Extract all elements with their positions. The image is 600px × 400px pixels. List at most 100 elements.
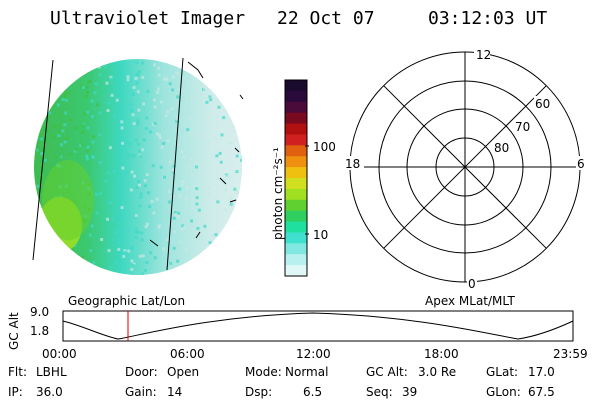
aurora-pixel [35,136,39,140]
aurora-pixel [197,93,201,97]
aurora-pixel [44,138,48,142]
aurora-pixel [137,108,141,112]
aurora-pixel [192,133,196,137]
aurora-pixel [138,183,141,187]
aurora-pixel [206,141,210,145]
aurora-pixel [201,176,205,180]
aurora-pixel [156,87,160,91]
aurora-pixel [180,150,184,154]
aurora-pixel [52,104,56,108]
aurora-pixel [93,91,97,95]
aurora-pixel [63,123,67,127]
aurora-pixel [157,225,161,229]
aurora-pixel [175,71,179,75]
status-ip-value: 36.0 [36,385,63,399]
aurora-pixel [197,269,200,272]
aurora-pixel [135,61,139,64]
aurora-pixel [243,66,246,69]
aurora-pixel [121,141,124,145]
aurora-pixel [180,227,184,231]
aurora-pixel [107,171,111,175]
status-gain-label: Gain: [125,385,157,399]
colorbar-segment [285,90,307,103]
colorbar-segment [285,145,307,157]
aurora-pixel [224,101,228,105]
polar-plot: 12 18 6 0 60 70 80 [344,48,588,291]
aurora-pixel [126,75,130,79]
aurora-pixel [174,266,178,270]
aurora-pixel [173,211,177,215]
aurora-pixel [208,241,212,245]
status-door-label: Door: [125,365,158,379]
aurora-pixel [38,271,42,275]
aurora-pixel [218,151,222,155]
aurora-pixel [191,200,195,204]
terminator-line-left [32,59,54,261]
colorbar-segment [285,265,307,277]
aurora-pixel [240,158,242,162]
aurora-pixel [143,179,147,183]
aurora-pixel [126,171,130,175]
aurora-pixel [135,81,139,85]
clock-label-12: 12 [476,48,491,62]
aurora-pixel [121,216,125,220]
colorbar-segment [285,112,307,125]
aurora-pixel [126,78,130,82]
aurora-pixel [144,127,148,130]
aurora-pixel [234,129,238,133]
aurora-pixel [122,254,126,258]
aurora-pixel [136,230,140,234]
timeline-y-tick-min: 1.8 [30,324,50,338]
aurora-pixel [81,130,85,134]
aurora-pixel [146,90,150,94]
aurora-pixel [117,117,121,121]
aurora-pixel [130,246,134,249]
aurora-pixel [123,264,127,268]
aurora-pixel [87,80,91,84]
aurora-pixel [37,228,41,232]
aurora-pixel [180,183,184,187]
aurora-pixel [190,172,194,176]
aurora-pixel [117,240,121,244]
aurora-pixel [72,71,76,75]
aurora-pixel [236,231,240,235]
aurora-pixel [219,160,223,164]
aurora-pixel [153,105,157,109]
aurora-pixel [172,246,176,250]
aurora-pixel [52,135,56,139]
aurora-pixel [224,232,228,235]
aurora-pixel [241,196,242,200]
aurora-pixel [146,191,150,195]
coastline-fragments [149,61,244,247]
timeline-x-tick-1800: 18:00 [424,347,459,361]
aurora-pixel [179,240,183,244]
aurora-pixel [144,225,148,229]
aurora-pixel [121,252,125,256]
aurora-pixel [235,154,239,158]
aurora-pixel [215,154,219,158]
aurora-pixel [175,119,179,123]
aurora-pixel [80,143,84,147]
aurora-pixel [207,193,211,196]
aurora-pixel [204,180,207,184]
aurora-pixel [74,148,78,152]
lat-label-70: 70 [515,120,530,134]
aurora-pixel [44,261,48,265]
timeline-x-tick-0000: 00:00 [42,347,77,361]
status-glat-label: GLat: [486,365,519,379]
aurora-pixel [167,200,171,204]
colorbar-segment [285,80,307,92]
status-glat-value: 17.0 [528,365,555,379]
aurora-pixel [34,108,38,112]
aurora-pixel [98,133,102,137]
timeline-x-tick-2359: 23:59 [553,347,588,361]
aurora-pixel [214,233,218,237]
aurora-pixel [117,247,121,251]
aurora-pixel [138,254,142,258]
aurora-pixel [65,98,69,102]
colorbar-segment [285,167,307,179]
aurora-pixel [92,261,96,265]
aurora-pixel [241,220,242,224]
status-mode-value: Normal [285,365,329,379]
status-ip-label: IP: [8,385,23,399]
